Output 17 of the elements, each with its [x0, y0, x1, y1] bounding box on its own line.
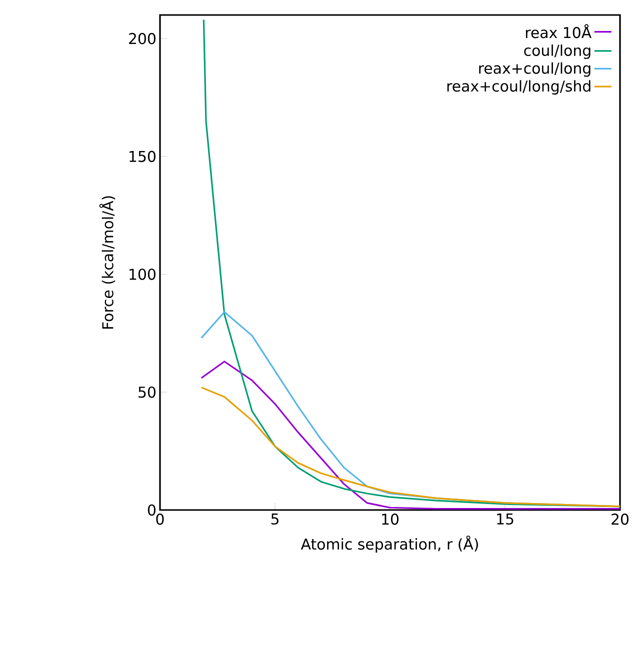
y-axis-title: Force (kcal/mol/Å): [99, 196, 116, 329]
y-tick-label: 150: [130, 150, 156, 162]
line-series: [200, 386, 620, 508]
x-tick-label: 20: [612, 514, 629, 525]
x-axis-title: Atomic separation, r (Å): [300, 536, 478, 553]
x-tick-label: 10: [382, 514, 399, 525]
y-tick-label: 50: [138, 386, 156, 398]
x-tick-label: 5: [271, 514, 278, 525]
x-tick-label: 0: [156, 514, 164, 525]
x-tick-label: 15: [497, 514, 514, 525]
legend-label: reax+coul/long/shd: [447, 80, 590, 95]
legend-label: reax 10Å: [526, 24, 592, 38]
y-tick-label: 100: [130, 268, 156, 280]
legend-label: reax+coul/long: [479, 62, 590, 77]
legend-label: coul/long: [524, 44, 590, 59]
y-tick-label: 200: [129, 32, 156, 44]
y-tick-label: 0: [148, 504, 156, 516]
